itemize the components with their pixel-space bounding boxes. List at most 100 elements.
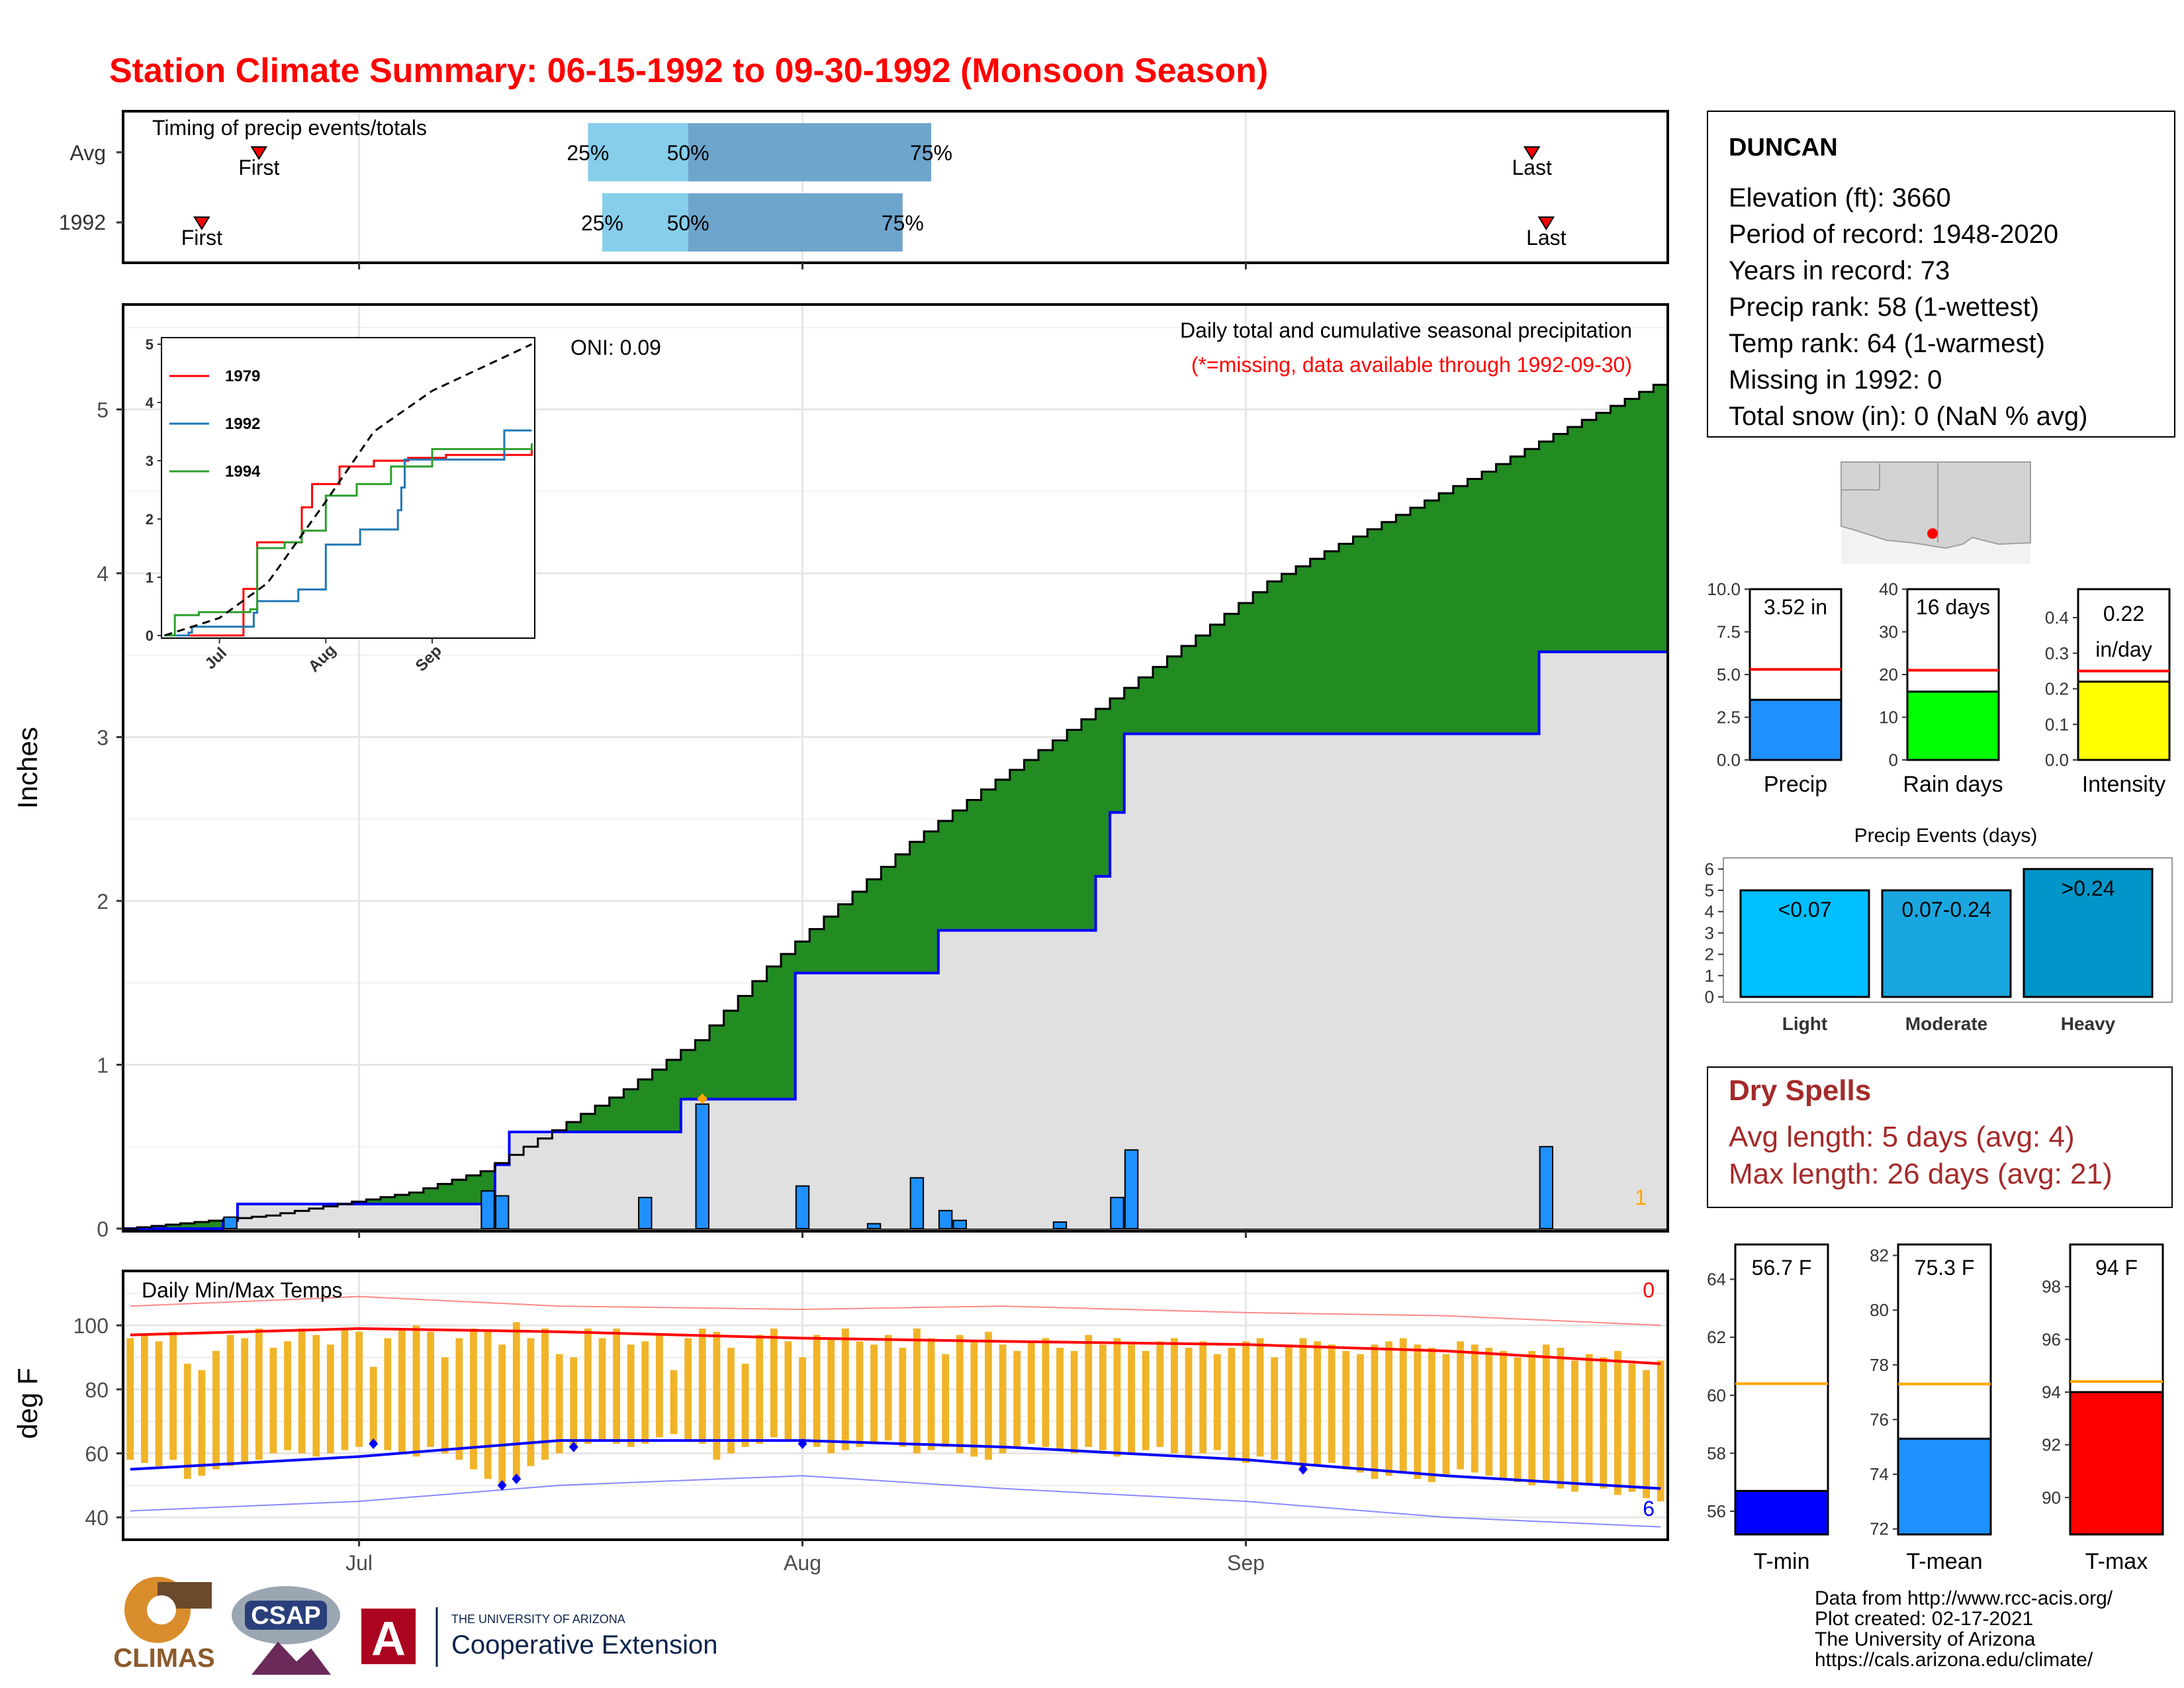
station-box <box>1707 111 2175 438</box>
x-axis-ticks: Jul Aug Sep <box>345 263 1265 1575</box>
daily-temp-range-bar <box>298 1329 306 1454</box>
tmin-tick-label: 60 <box>1707 1385 1726 1405</box>
daily-temp-range-bar <box>1471 1344 1479 1473</box>
dry-spells-box: Dry Spells Avg length: 5 days (avg: 4) M… <box>1707 1066 2173 1208</box>
daily-temp-range-bar <box>741 1364 749 1447</box>
dry-spells-title: Dry Spells <box>1729 1074 1871 1107</box>
daily-temp-range-bar <box>155 1341 163 1466</box>
daily-temp-range-bar <box>1500 1350 1507 1479</box>
temp-panel-border <box>122 1270 1669 1541</box>
events-bar-label: <0.07 <box>1778 898 1832 921</box>
daily-temp-range-bar <box>1414 1344 1422 1479</box>
precip-events-panel: Precip Events (days) 01 2 3 4 56 <0.07 Light 0.… <box>1705 825 2173 1034</box>
daily-temp-range-bar <box>1271 1357 1279 1460</box>
daily-temp-range-bar <box>427 1331 435 1447</box>
tmax-bar <box>2069 1391 2164 1536</box>
temp-series-line <box>130 1439 1661 1490</box>
daily-precip-bar <box>1124 1149 1139 1229</box>
events-tick-label: 6 <box>1705 859 1714 879</box>
daily-temp-range-bar <box>1185 1348 1193 1457</box>
daily-temp-range-bar <box>1013 1350 1021 1447</box>
daily-temp-range-bar <box>1285 1344 1293 1463</box>
quartile-25-50-bar <box>588 123 688 181</box>
inset-series-line <box>164 429 532 637</box>
precip-tick-label: 7.5 <box>1717 622 1741 642</box>
precip-tick-label: 10.0 <box>1707 579 1741 599</box>
daily-temp-range-bar <box>613 1329 620 1444</box>
precip-y-tick-label: 2 <box>97 890 109 914</box>
daily-temp-range-bar <box>956 1335 964 1454</box>
intensity-value: 0.22 <box>2103 602 2144 626</box>
daily-temp-range-bar <box>269 1348 277 1454</box>
record-low-marker <box>512 1474 522 1485</box>
daily-temp-range-bar <box>1314 1341 1321 1466</box>
daily-temp-range-bar <box>470 1329 477 1470</box>
credit-line: The University of Arizona <box>1815 1628 2036 1650</box>
daily-temp-range-bar <box>183 1364 191 1479</box>
events-tick-label: 2 <box>1705 945 1714 964</box>
timing-panel: Timing of precip events/totals 25% 50% 75%… <box>59 110 1669 264</box>
daily-temp-range-bar <box>827 1338 835 1454</box>
precip-panel-border <box>122 303 1669 1233</box>
daily-temp-range-bar <box>1256 1338 1264 1457</box>
daily-temp-range-bar <box>1485 1348 1493 1476</box>
daily-temp-range-bar <box>498 1344 506 1485</box>
cumulative-year-area <box>123 651 1668 1229</box>
raindays-tick-label: 30 <box>1879 622 1898 642</box>
quartile-50-75-bar <box>688 193 903 252</box>
inset-series-line <box>164 343 533 637</box>
inset-legend-label: 1994 <box>225 463 261 481</box>
inset-legend: 1979 1992 1994 <box>169 367 261 481</box>
tmax-label: T-max <box>2085 1549 2148 1574</box>
daily-temp-range-bar <box>384 1338 392 1450</box>
daily-temp-range-bar <box>813 1335 821 1447</box>
intensity-label: Intensity <box>2082 772 2166 797</box>
timing-label: Timing of precip events/totals <box>152 116 427 140</box>
tmin-tick-label: 58 <box>1707 1443 1726 1463</box>
daily-precip-bar <box>1052 1221 1068 1229</box>
station-location-marker <box>1927 528 1938 539</box>
precip-y-tick-label: 5 <box>97 399 109 422</box>
daily-temp-range-bar <box>770 1329 778 1438</box>
events-bar <box>2023 868 2154 998</box>
daily-temp-range-bar <box>727 1348 735 1454</box>
precip-tick-label: 5.0 <box>1717 665 1741 684</box>
tmax-tick-label: 90 <box>2042 1487 2061 1507</box>
daily-precip-bar <box>480 1190 495 1229</box>
events-tick-label: 3 <box>1705 923 1714 943</box>
daily-temp-range-bar <box>1070 1350 1078 1454</box>
daily-temp-range-bar <box>1242 1341 1250 1463</box>
events-tick-label: 0 <box>1705 987 1714 1007</box>
quartile-75-label: 75% <box>910 141 952 165</box>
inset-legend-label: 1992 <box>225 415 260 433</box>
daily-temp-range-bar <box>1514 1357 1522 1482</box>
tmin-tick-label: 64 <box>1707 1270 1726 1289</box>
quartile-50-label: 50% <box>667 211 709 235</box>
oni-label: ONI: 0.09 <box>570 336 661 359</box>
precip-y-axis: 0 1 2 3 4 5 <box>97 399 123 1241</box>
daily-temp-range-bar <box>584 1329 592 1444</box>
raindays-tick-label: 10 <box>1879 708 1898 727</box>
climas-logo: CLIMAS <box>113 1577 215 1673</box>
precip-y-tick-label: 0 <box>97 1217 109 1241</box>
daily-temp-range-bar <box>1128 1344 1135 1454</box>
daily-temp-range-bar <box>512 1322 520 1479</box>
tmax-tick-label: 94 <box>2042 1382 2061 1402</box>
precip-areas <box>123 383 1669 1230</box>
daily-temp-range-bar <box>1027 1341 1035 1444</box>
quartile-25-label: 25% <box>567 141 609 165</box>
daily-precip-bar <box>952 1219 967 1229</box>
tmean-tick-label: 72 <box>1870 1519 1889 1539</box>
intensity-tick-label: 0.4 <box>2045 608 2069 628</box>
tmin-frame <box>1734 1243 1829 1536</box>
daily-temp-range-bar <box>1213 1354 1221 1450</box>
tmean-tick-label: 78 <box>1870 1355 1889 1375</box>
inset-series-line <box>164 449 533 637</box>
daily-temp-range-bar <box>1356 1354 1364 1473</box>
daily-temp-range-bar <box>756 1335 764 1444</box>
tmean-label: T-mean <box>1906 1549 1982 1574</box>
tmin-value: 56.7 F <box>1752 1256 1812 1280</box>
daily-temp-range-bar <box>1399 1338 1407 1473</box>
last-event-marker <box>1537 216 1555 230</box>
